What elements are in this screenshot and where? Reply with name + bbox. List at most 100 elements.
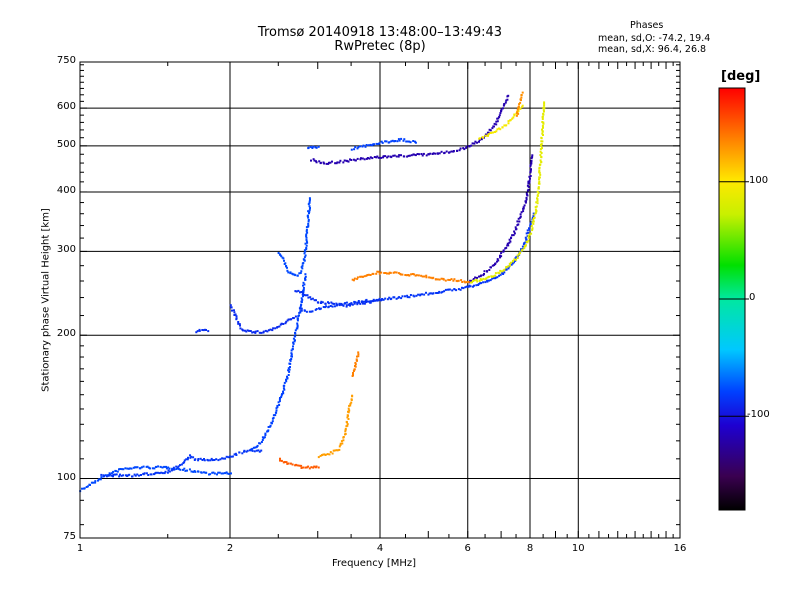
data-point bbox=[397, 138, 400, 141]
data-point bbox=[465, 146, 468, 149]
data-point bbox=[238, 323, 241, 326]
data-point bbox=[224, 472, 226, 475]
data-point bbox=[251, 331, 254, 334]
data-point bbox=[285, 380, 288, 383]
data-point bbox=[250, 449, 253, 452]
data-point bbox=[127, 467, 130, 470]
data-point bbox=[342, 439, 345, 442]
data-point bbox=[307, 210, 310, 213]
data-point bbox=[305, 240, 308, 243]
data-point bbox=[267, 329, 270, 332]
data-point bbox=[97, 479, 99, 482]
data-point bbox=[512, 234, 515, 237]
data-point bbox=[384, 297, 387, 300]
data-point bbox=[406, 296, 409, 299]
data-point bbox=[494, 274, 497, 277]
data-point bbox=[280, 459, 283, 462]
data-point bbox=[398, 139, 401, 142]
data-point bbox=[165, 465, 167, 468]
data-point bbox=[488, 269, 491, 271]
data-point bbox=[300, 467, 303, 469]
data-point bbox=[269, 328, 272, 331]
data-point bbox=[243, 449, 246, 452]
data-point bbox=[450, 150, 453, 153]
data-point bbox=[251, 447, 254, 450]
data-point bbox=[280, 255, 283, 258]
data-point bbox=[129, 467, 132, 470]
y-tick-label: 300 bbox=[56, 244, 76, 256]
data-point bbox=[315, 308, 318, 310]
data-point bbox=[521, 245, 524, 248]
data-point bbox=[385, 140, 388, 143]
data-point bbox=[279, 397, 281, 399]
data-point bbox=[286, 377, 289, 380]
data-point bbox=[302, 262, 305, 264]
data-point bbox=[227, 472, 230, 475]
data-point bbox=[408, 296, 411, 299]
data-point bbox=[355, 358, 358, 361]
data-point bbox=[541, 132, 544, 135]
data-point bbox=[259, 442, 262, 445]
data-point bbox=[219, 458, 222, 461]
data-point bbox=[264, 329, 267, 332]
data-point bbox=[425, 154, 428, 157]
data-point bbox=[308, 310, 311, 313]
data-point bbox=[418, 153, 421, 156]
data-point bbox=[483, 273, 485, 275]
data-point bbox=[428, 292, 431, 295]
x-tick-label: 2 bbox=[226, 543, 234, 554]
data-point bbox=[231, 309, 233, 312]
data-point bbox=[382, 155, 385, 158]
data-point bbox=[307, 146, 310, 149]
data-point bbox=[335, 449, 338, 452]
data-point bbox=[161, 466, 164, 469]
data-point bbox=[423, 275, 426, 278]
data-point bbox=[513, 113, 516, 116]
data-point bbox=[222, 472, 225, 475]
data-point bbox=[528, 175, 531, 178]
colorbar-tick-label: 0 bbox=[749, 292, 756, 303]
data-point bbox=[542, 122, 545, 125]
data-point bbox=[425, 276, 428, 279]
data-point bbox=[541, 130, 544, 133]
data-point bbox=[536, 202, 539, 205]
data-point bbox=[306, 231, 309, 234]
data-point bbox=[490, 131, 493, 134]
data-point bbox=[296, 325, 299, 328]
data-point bbox=[85, 486, 88, 488]
data-point bbox=[296, 317, 299, 320]
data-point bbox=[362, 144, 365, 147]
data-point bbox=[423, 293, 426, 296]
data-point bbox=[432, 292, 435, 295]
data-point bbox=[109, 473, 112, 476]
data-point bbox=[110, 472, 113, 475]
data-point bbox=[351, 394, 354, 397]
data-point bbox=[308, 201, 311, 204]
data-point bbox=[306, 294, 309, 297]
data-point bbox=[373, 143, 376, 146]
data-point bbox=[410, 154, 413, 157]
data-point bbox=[529, 165, 532, 168]
data-point bbox=[164, 470, 167, 473]
data-point bbox=[415, 294, 418, 297]
data-point bbox=[443, 290, 446, 293]
data-point bbox=[448, 279, 451, 281]
data-point bbox=[452, 279, 455, 282]
data-point bbox=[529, 223, 532, 226]
data-point bbox=[485, 277, 488, 280]
data-point bbox=[271, 420, 274, 423]
data-point bbox=[246, 449, 249, 452]
data-point bbox=[328, 161, 330, 164]
data-point bbox=[292, 341, 295, 344]
data-point bbox=[502, 249, 505, 252]
data-point bbox=[349, 304, 351, 307]
data-point bbox=[457, 288, 460, 291]
data-point bbox=[317, 301, 320, 304]
data-point bbox=[440, 277, 443, 280]
data-point bbox=[531, 221, 534, 224]
data-point bbox=[302, 281, 305, 284]
data-point bbox=[298, 314, 300, 317]
data-point bbox=[112, 475, 114, 478]
data-point bbox=[256, 444, 259, 447]
data-point bbox=[499, 269, 502, 272]
